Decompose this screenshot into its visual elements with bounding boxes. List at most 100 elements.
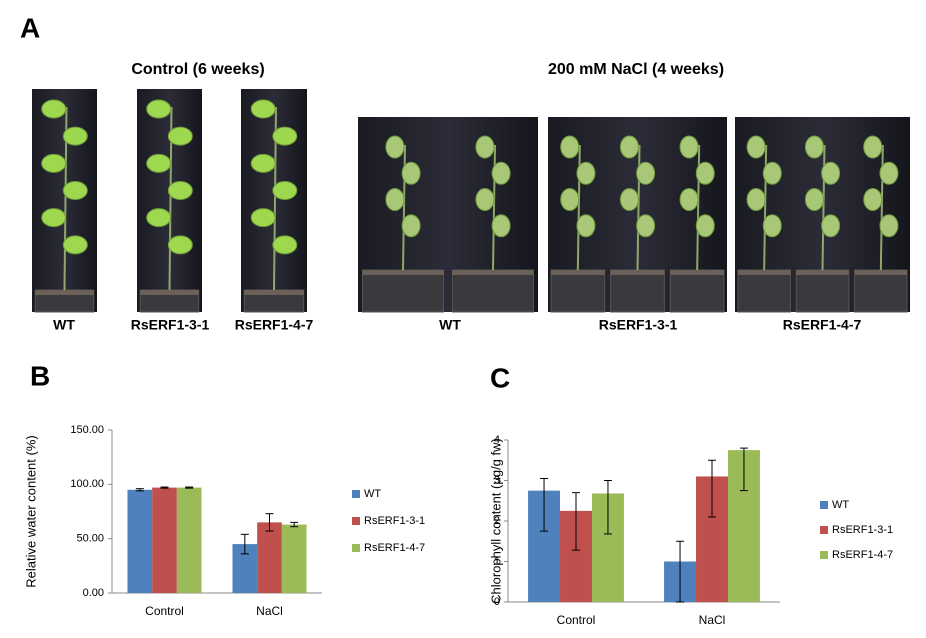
pot xyxy=(362,269,444,313)
pot xyxy=(669,269,725,313)
soil xyxy=(452,270,534,275)
legend-swatch xyxy=(352,544,360,552)
pot xyxy=(737,269,791,313)
leaf xyxy=(560,188,580,211)
leaf xyxy=(679,135,699,159)
panel-label: B xyxy=(30,360,50,391)
leaf xyxy=(695,161,715,185)
leaf xyxy=(821,214,841,238)
error-bar xyxy=(240,533,249,555)
x-tick-label: Control xyxy=(557,613,596,627)
photo xyxy=(735,117,910,313)
leaf xyxy=(475,135,495,159)
error-bar xyxy=(185,486,194,489)
leaf xyxy=(636,214,656,238)
leaf xyxy=(804,135,824,159)
leaf xyxy=(272,126,298,146)
x-tick-label: NaCl xyxy=(256,604,283,618)
leaf xyxy=(576,214,596,238)
pot xyxy=(550,269,606,313)
pot xyxy=(452,269,534,313)
leaf xyxy=(250,99,276,119)
error-bar xyxy=(739,447,748,492)
bar xyxy=(152,487,177,593)
photo-caption: RsERF1-4-7 xyxy=(783,317,862,333)
leaf xyxy=(385,135,405,159)
leaf xyxy=(619,188,639,211)
leaf xyxy=(62,235,88,255)
photo xyxy=(32,89,97,313)
legend-swatch xyxy=(820,551,828,559)
leaf xyxy=(62,181,88,200)
photo-caption: WT xyxy=(439,317,461,333)
y-tick-label: 100.00 xyxy=(70,478,104,490)
bar xyxy=(176,487,202,593)
leaf xyxy=(821,161,841,185)
leaf xyxy=(695,214,715,238)
leaf xyxy=(679,188,699,211)
legend-swatch xyxy=(352,517,360,525)
pot xyxy=(795,269,850,313)
legend-label: RsERF1-3-1 xyxy=(832,524,893,536)
photo xyxy=(137,89,202,313)
soil xyxy=(854,270,908,275)
y-axis-title: Relative water content (%) xyxy=(23,435,38,587)
y-tick-label: 0 xyxy=(494,596,500,608)
soil xyxy=(737,270,791,275)
leaf xyxy=(879,161,899,185)
group-title: 200 mM NaCl (4 weeks) xyxy=(548,61,724,78)
leaf xyxy=(250,208,276,228)
error-bar xyxy=(290,521,299,528)
leaf xyxy=(746,188,766,211)
y-tick-label: 1 xyxy=(494,555,500,567)
leaf xyxy=(167,235,193,255)
y-axis-title: Chlorophyll content (μg/g fw) xyxy=(488,438,503,604)
bar xyxy=(257,522,282,593)
leaf xyxy=(560,135,580,159)
legend-label: WT xyxy=(364,488,381,500)
soil xyxy=(35,290,94,295)
x-tick-label: Control xyxy=(145,604,184,618)
y-tick-label: 0.00 xyxy=(83,587,104,599)
leaf xyxy=(272,181,298,200)
legend-swatch xyxy=(352,490,360,498)
x-tick-label: NaCl xyxy=(699,613,726,627)
leaf xyxy=(863,188,883,211)
photo-caption: WT xyxy=(53,317,75,333)
soil xyxy=(362,270,444,275)
error-bar xyxy=(603,480,612,535)
leaf xyxy=(636,161,656,185)
soil xyxy=(796,270,849,275)
pot xyxy=(610,269,665,313)
y-tick-label: 3 xyxy=(494,474,500,486)
leaf xyxy=(401,161,421,185)
error-bar xyxy=(540,477,549,532)
y-tick-label: 2 xyxy=(494,515,500,527)
error-bar xyxy=(135,488,144,492)
leaf xyxy=(401,214,421,238)
legend-swatch xyxy=(820,501,828,509)
y-tick-label: 150.00 xyxy=(70,424,104,436)
leaf xyxy=(146,208,172,228)
panel-label: C xyxy=(490,362,510,393)
leaf xyxy=(804,188,824,211)
soil xyxy=(610,270,665,275)
soil xyxy=(244,290,304,295)
leaf xyxy=(250,153,276,173)
leaf xyxy=(272,235,298,255)
photo xyxy=(358,117,538,313)
leaf xyxy=(576,161,596,185)
legend-label: RsERF1-4-7 xyxy=(832,549,893,561)
y-tick-label: 50.00 xyxy=(76,533,104,545)
legend-label: RsERF1-3-1 xyxy=(364,515,425,527)
photo-caption: RsERF1-3-1 xyxy=(131,317,210,333)
photo-caption: RsERF1-3-1 xyxy=(599,317,678,333)
panel-label: A xyxy=(20,12,40,43)
error-bar xyxy=(265,513,274,532)
leaf xyxy=(475,188,495,211)
leaf xyxy=(762,161,782,185)
leaf xyxy=(41,208,67,228)
soil xyxy=(140,290,199,295)
leaf xyxy=(491,214,511,238)
error-bar xyxy=(572,492,580,551)
